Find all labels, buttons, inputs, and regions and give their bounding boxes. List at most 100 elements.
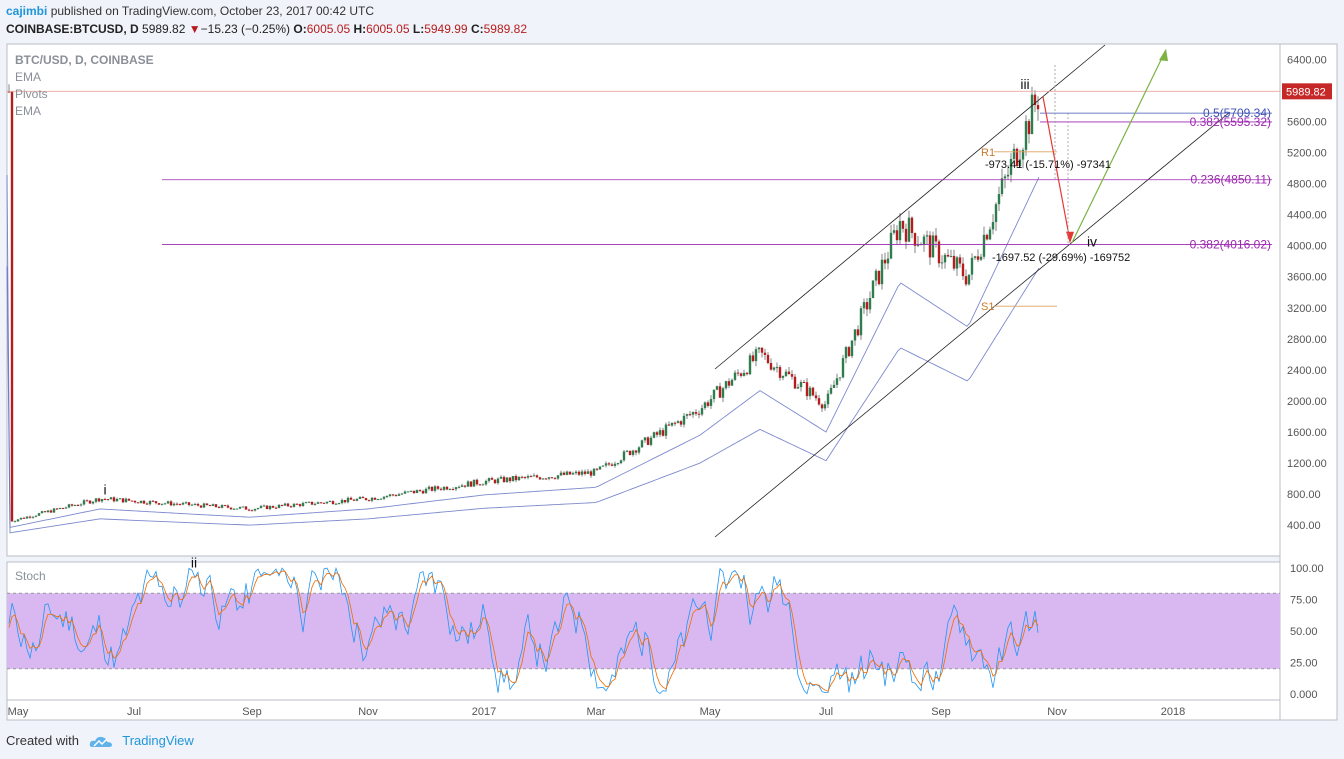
candle-body — [424, 488, 428, 494]
candle-body — [364, 498, 368, 501]
candle-body — [460, 485, 464, 487]
channel-upper-line — [714, 44, 1106, 370]
candle-body — [154, 501, 158, 504]
candle-body — [877, 270, 881, 285]
candle-body — [826, 393, 830, 405]
author-link[interactable]: cajimbi — [6, 4, 48, 18]
candle-body — [844, 347, 848, 359]
candle-body — [988, 229, 992, 240]
candle-body — [667, 424, 671, 426]
candle-body — [232, 508, 236, 510]
candle-body — [688, 414, 692, 416]
candle-body — [466, 481, 470, 487]
stoch-tick-label: 0.000 — [1290, 689, 1318, 701]
candle-body — [898, 220, 902, 241]
candle-body — [148, 500, 152, 505]
candle-body — [910, 217, 914, 234]
candle-body — [766, 354, 770, 364]
candle-body — [112, 497, 116, 502]
candle-body — [1018, 159, 1022, 167]
candle-body — [10, 91, 14, 522]
candle-body — [763, 352, 767, 355]
candle-body — [730, 379, 734, 386]
candle-body — [268, 505, 272, 510]
x-tick-label: Mar — [587, 706, 606, 718]
candle-body — [106, 499, 110, 501]
y-tick-label: 4800.00 — [1287, 179, 1327, 191]
candle-body — [373, 497, 377, 500]
high-label: H: — [353, 22, 367, 36]
candle-body — [949, 255, 953, 257]
candle-body — [637, 447, 641, 453]
candle-body — [751, 355, 755, 362]
candle-body — [109, 497, 113, 500]
candle-body — [736, 372, 740, 374]
candle-body — [955, 257, 959, 269]
candle-body — [613, 463, 617, 466]
candle-body — [43, 511, 47, 513]
low-value: 5949.99 — [424, 22, 468, 36]
candle-body — [685, 414, 689, 416]
candle-body — [601, 465, 605, 467]
candle-body — [79, 504, 83, 506]
candle-body — [625, 450, 629, 452]
price-chart[interactable]: 400.00 800.00 1200.00 1600.00 2000.00 2400.00… — [0, 42, 1344, 732]
candle-body — [199, 505, 203, 508]
candle-body — [817, 398, 821, 405]
candle-body — [703, 402, 707, 409]
open-value: 6005.05 — [306, 22, 351, 36]
wave-label: i — [103, 482, 106, 498]
candle-body — [211, 504, 215, 506]
candle-body — [223, 505, 227, 507]
candle-body — [271, 505, 275, 508]
candle-body — [712, 389, 716, 400]
tradingview-link[interactable]: TradingView — [122, 733, 194, 748]
candle-body — [673, 422, 677, 424]
candle-body — [607, 463, 611, 465]
last-price: 5989.82 — [142, 22, 186, 36]
candle-body — [145, 503, 149, 505]
candle-body — [256, 508, 260, 510]
candle-body — [337, 503, 341, 505]
candle-body — [598, 466, 602, 470]
tradingview-cloud-icon — [89, 736, 112, 747]
candle-body — [205, 503, 209, 506]
candle-body — [277, 504, 281, 508]
change-text: −15.23 (−0.25%) — [200, 22, 291, 36]
candle-body — [7, 91, 11, 93]
down-triangle-icon: ▼ — [188, 22, 201, 36]
candle-body — [391, 494, 395, 496]
candle-body — [997, 194, 1001, 205]
candle-body — [457, 486, 461, 488]
candle-body — [682, 415, 686, 425]
candle-body — [163, 503, 167, 505]
candle-body — [895, 230, 899, 241]
y-tick-label: 2000.00 — [1287, 396, 1327, 408]
y-tick-label: 400.00 — [1287, 520, 1321, 532]
candle-body — [814, 395, 818, 399]
candle-body — [697, 413, 701, 415]
candle-body — [298, 504, 302, 507]
candle-body — [328, 501, 332, 503]
candle-body — [103, 499, 107, 501]
measurement-label-1: -973.41 (-15.71%) -97341 — [985, 159, 1111, 171]
x-tick-label: May — [8, 706, 29, 718]
candle-body — [943, 254, 947, 263]
candle-body — [88, 500, 92, 504]
candle-body — [115, 498, 119, 502]
candle-body — [202, 503, 206, 508]
candle-body — [487, 478, 491, 481]
candle-body — [868, 298, 872, 310]
candle-body — [94, 498, 98, 502]
candle-body — [748, 355, 752, 375]
candle-body — [676, 421, 680, 423]
candle-body — [934, 235, 938, 242]
candle-body — [664, 424, 668, 436]
wave-label: ii — [191, 555, 197, 571]
candle-body — [46, 510, 50, 513]
candle-body — [139, 500, 143, 504]
candle-body — [553, 478, 557, 480]
candle-body — [820, 404, 824, 409]
candle-body — [463, 485, 467, 487]
candle-body — [679, 421, 683, 425]
